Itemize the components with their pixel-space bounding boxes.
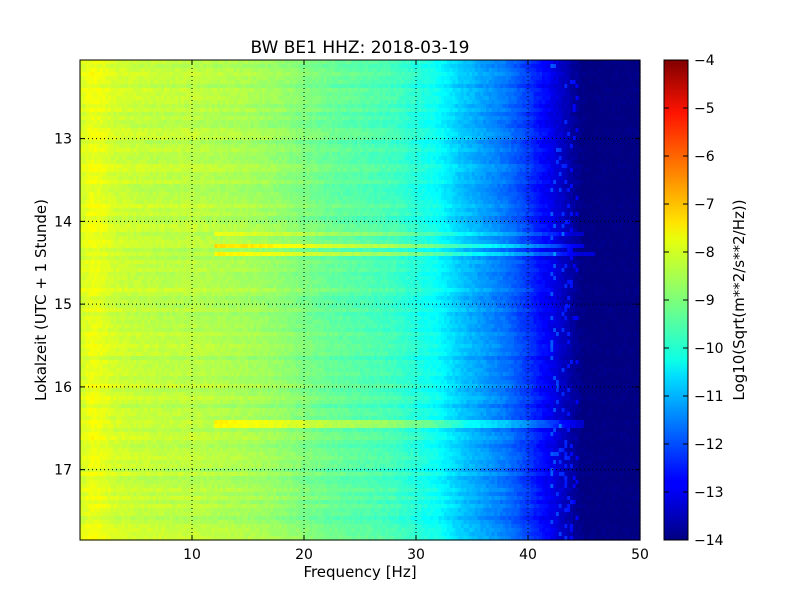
chart-title: BW BE1 HHZ: 2018-03-19	[250, 38, 469, 58]
spectrogram-plot	[80, 60, 641, 541]
